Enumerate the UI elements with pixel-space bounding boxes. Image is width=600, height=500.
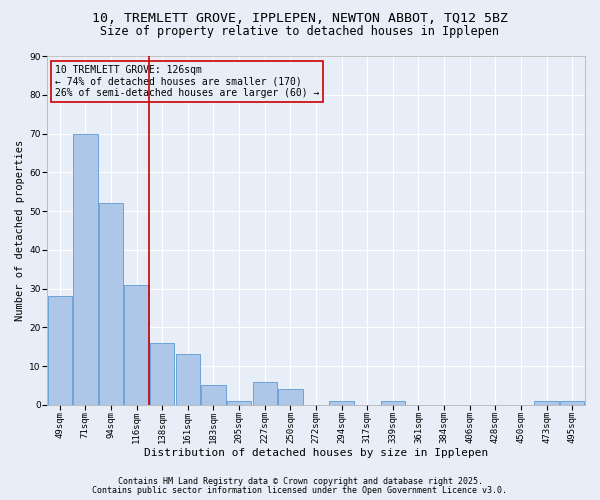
Bar xyxy=(176,354,200,405)
Bar xyxy=(380,401,405,405)
Bar xyxy=(150,343,175,405)
Text: 10, TREMLETT GROVE, IPPLEPEN, NEWTON ABBOT, TQ12 5BZ: 10, TREMLETT GROVE, IPPLEPEN, NEWTON ABB… xyxy=(92,12,508,26)
Bar xyxy=(47,296,72,405)
Bar xyxy=(253,382,277,405)
Bar xyxy=(560,401,584,405)
Text: Contains public sector information licensed under the Open Government Licence v3: Contains public sector information licen… xyxy=(92,486,508,495)
Bar xyxy=(227,401,251,405)
Bar xyxy=(278,390,302,405)
Bar xyxy=(535,401,559,405)
Bar xyxy=(201,386,226,405)
Bar xyxy=(329,401,354,405)
X-axis label: Distribution of detached houses by size in Ipplepen: Distribution of detached houses by size … xyxy=(144,448,488,458)
Bar xyxy=(73,134,98,405)
Bar xyxy=(99,204,123,405)
Text: 10 TREMLETT GROVE: 126sqm
← 74% of detached houses are smaller (170)
26% of semi: 10 TREMLETT GROVE: 126sqm ← 74% of detac… xyxy=(55,64,319,98)
Y-axis label: Number of detached properties: Number of detached properties xyxy=(15,140,25,321)
Bar xyxy=(124,284,149,405)
Text: Size of property relative to detached houses in Ipplepen: Size of property relative to detached ho… xyxy=(101,25,499,38)
Text: Contains HM Land Registry data © Crown copyright and database right 2025.: Contains HM Land Registry data © Crown c… xyxy=(118,477,482,486)
